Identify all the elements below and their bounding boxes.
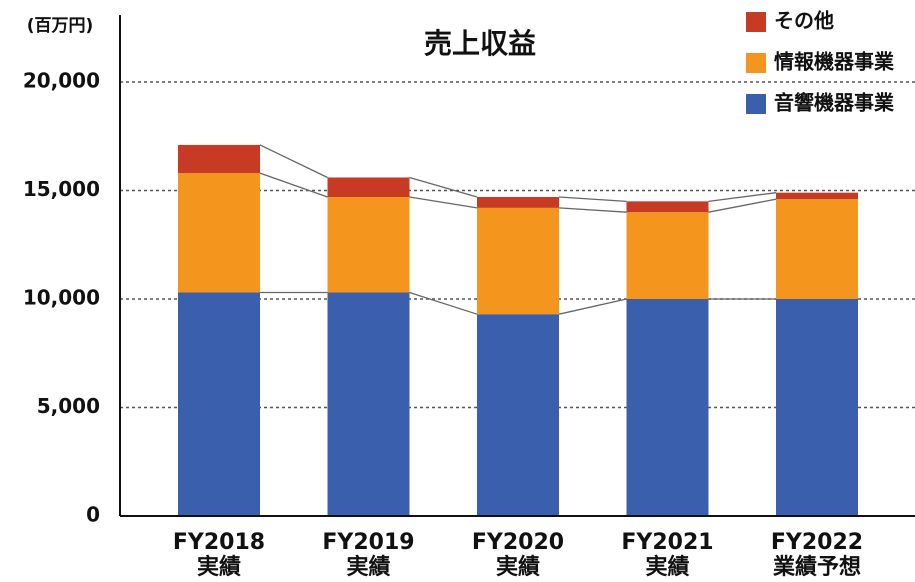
connector [708,192,777,202]
connector [708,198,777,213]
connector [409,196,478,209]
y-tick-label: 5,000 [37,394,100,418]
y-tick-label: 15,000 [23,177,100,201]
y-axis-label: (百万円) [27,16,94,36]
x-tick-label: FY2021 [621,530,713,555]
x-tick-label: 実績 [496,554,540,580]
bar-segment [327,292,410,516]
legend-swatch [746,94,766,114]
bar-segment [178,173,260,293]
y-tick-label: 10,000 [23,286,100,310]
y-tick-label: 0 [86,503,100,527]
connector [558,207,627,213]
connector [259,144,328,179]
legend-label: その他 [774,9,834,33]
bar-segment [327,197,410,293]
x-tick-label: FY2022 [771,530,863,555]
connector [409,291,478,315]
bar-segment [626,212,709,299]
connector [409,176,478,198]
bar-segment [776,299,858,516]
legend-swatch [746,53,766,73]
bar-segment [477,314,559,516]
connector [558,196,627,202]
bar-segment [178,292,260,516]
chart-title: 売上収益 [424,27,536,60]
bar-segment [477,207,559,315]
bar-segment [776,199,858,299]
bar-segment [626,201,709,213]
connector [259,172,328,198]
x-tick-label: 実績 [346,554,390,580]
x-tick-label: FY2019 [322,530,414,555]
x-tick-label: 実績 [197,554,241,580]
y-tick-label: 20,000 [23,69,100,93]
bar-segment [327,177,410,198]
bar-segment [626,299,709,516]
x-tick-label: 実績 [645,554,689,580]
legend-label: 音響機器事業 [774,91,895,115]
x-tick-label: 業績予想 [773,554,861,580]
bar-segment [477,197,559,208]
x-tick-label: FY2020 [472,530,564,555]
bar-segment [776,192,858,200]
x-tick-label: FY2018 [173,530,265,555]
bar-segment [178,144,260,174]
legend-label: 情報機器事業 [774,50,895,74]
legend-swatch [746,12,766,32]
connector [558,298,627,315]
